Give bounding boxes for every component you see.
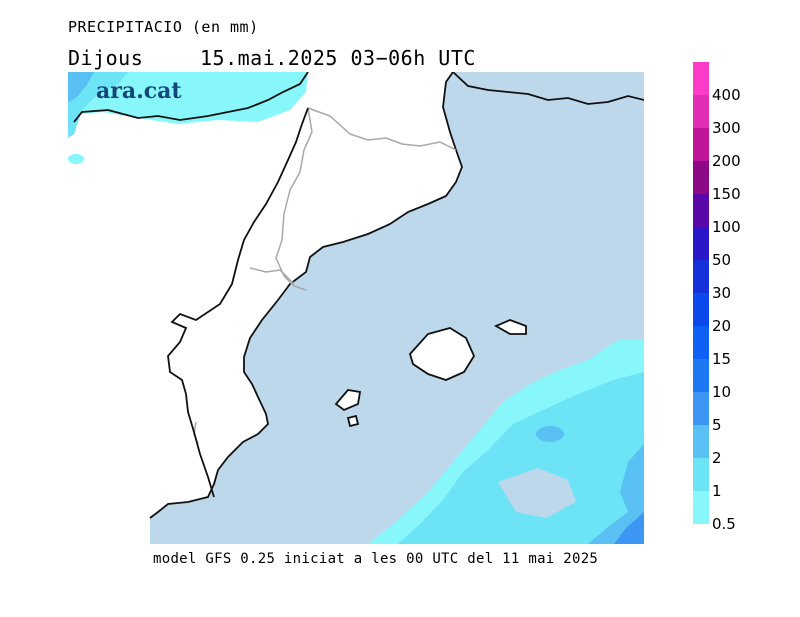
island-formentera — [346, 414, 360, 428]
coastline — [149, 72, 463, 519]
legend-label: 1 — [712, 482, 722, 500]
legend-swatch — [693, 458, 709, 491]
legend-label: 0.5 — [712, 515, 736, 533]
legend-swatch — [693, 491, 709, 524]
precip-se-cell — [536, 426, 564, 442]
legend-swatch — [693, 260, 709, 293]
legend-swatch — [693, 62, 709, 95]
border-pyrenees — [307, 107, 457, 151]
legend-swatch — [693, 293, 709, 326]
legend-swatch — [693, 128, 709, 161]
legend-label: 100 — [712, 218, 741, 236]
legend-label: 300 — [712, 119, 741, 137]
legend-label: 150 — [712, 185, 741, 203]
precip-se-heavy — [588, 404, 644, 544]
legend-label: 30 — [712, 284, 732, 302]
legend-swatch — [693, 95, 709, 128]
precipitation-map: ara.cat — [68, 72, 644, 544]
legend-swatch — [693, 359, 709, 392]
legend-swatch — [693, 227, 709, 260]
legend-swatch — [693, 161, 709, 194]
forecast-period: 15.mai.2025 03−06h UTC — [200, 46, 476, 70]
island-mallorca — [408, 327, 476, 381]
border-catalonia-aragon — [275, 107, 313, 291]
legend-label: 20 — [712, 317, 732, 335]
ara-cat-logo: ara.cat — [96, 78, 182, 104]
precip-se-core — [614, 512, 644, 544]
legend-label: 50 — [712, 251, 732, 269]
coastline-biscay — [73, 72, 309, 123]
legend-label: 200 — [712, 152, 741, 170]
precip-se-dry-pocket — [498, 468, 576, 518]
map-title: PRECIPITACIO (en mm) — [68, 18, 259, 36]
precip-patch — [68, 154, 84, 164]
coastline-north — [452, 72, 644, 105]
land-area — [68, 72, 462, 544]
legend-label: 10 — [712, 383, 732, 401]
legend-swatch — [693, 326, 709, 359]
model-note: model GFS 0.25 iniciat a les 00 UTC del … — [153, 551, 599, 567]
precip-biscay-light — [68, 72, 308, 124]
legend-swatch — [693, 194, 709, 227]
legend-label: 15 — [712, 350, 732, 368]
legend-swatch — [693, 425, 709, 458]
island-eivissa — [334, 389, 362, 412]
forecast-day: Dijous — [68, 46, 144, 70]
legend-swatch — [693, 392, 709, 425]
boundary-dark — [167, 107, 309, 498]
precip-biscay-heavy — [68, 72, 94, 102]
legend-colorbar — [693, 62, 709, 524]
legend-label: 5 — [712, 416, 722, 434]
legend-label: 400 — [712, 86, 741, 104]
legend-label: 2 — [712, 449, 722, 467]
island-menorca — [493, 319, 527, 335]
precip-se-medium — [398, 372, 644, 544]
border-valencia — [249, 267, 295, 285]
